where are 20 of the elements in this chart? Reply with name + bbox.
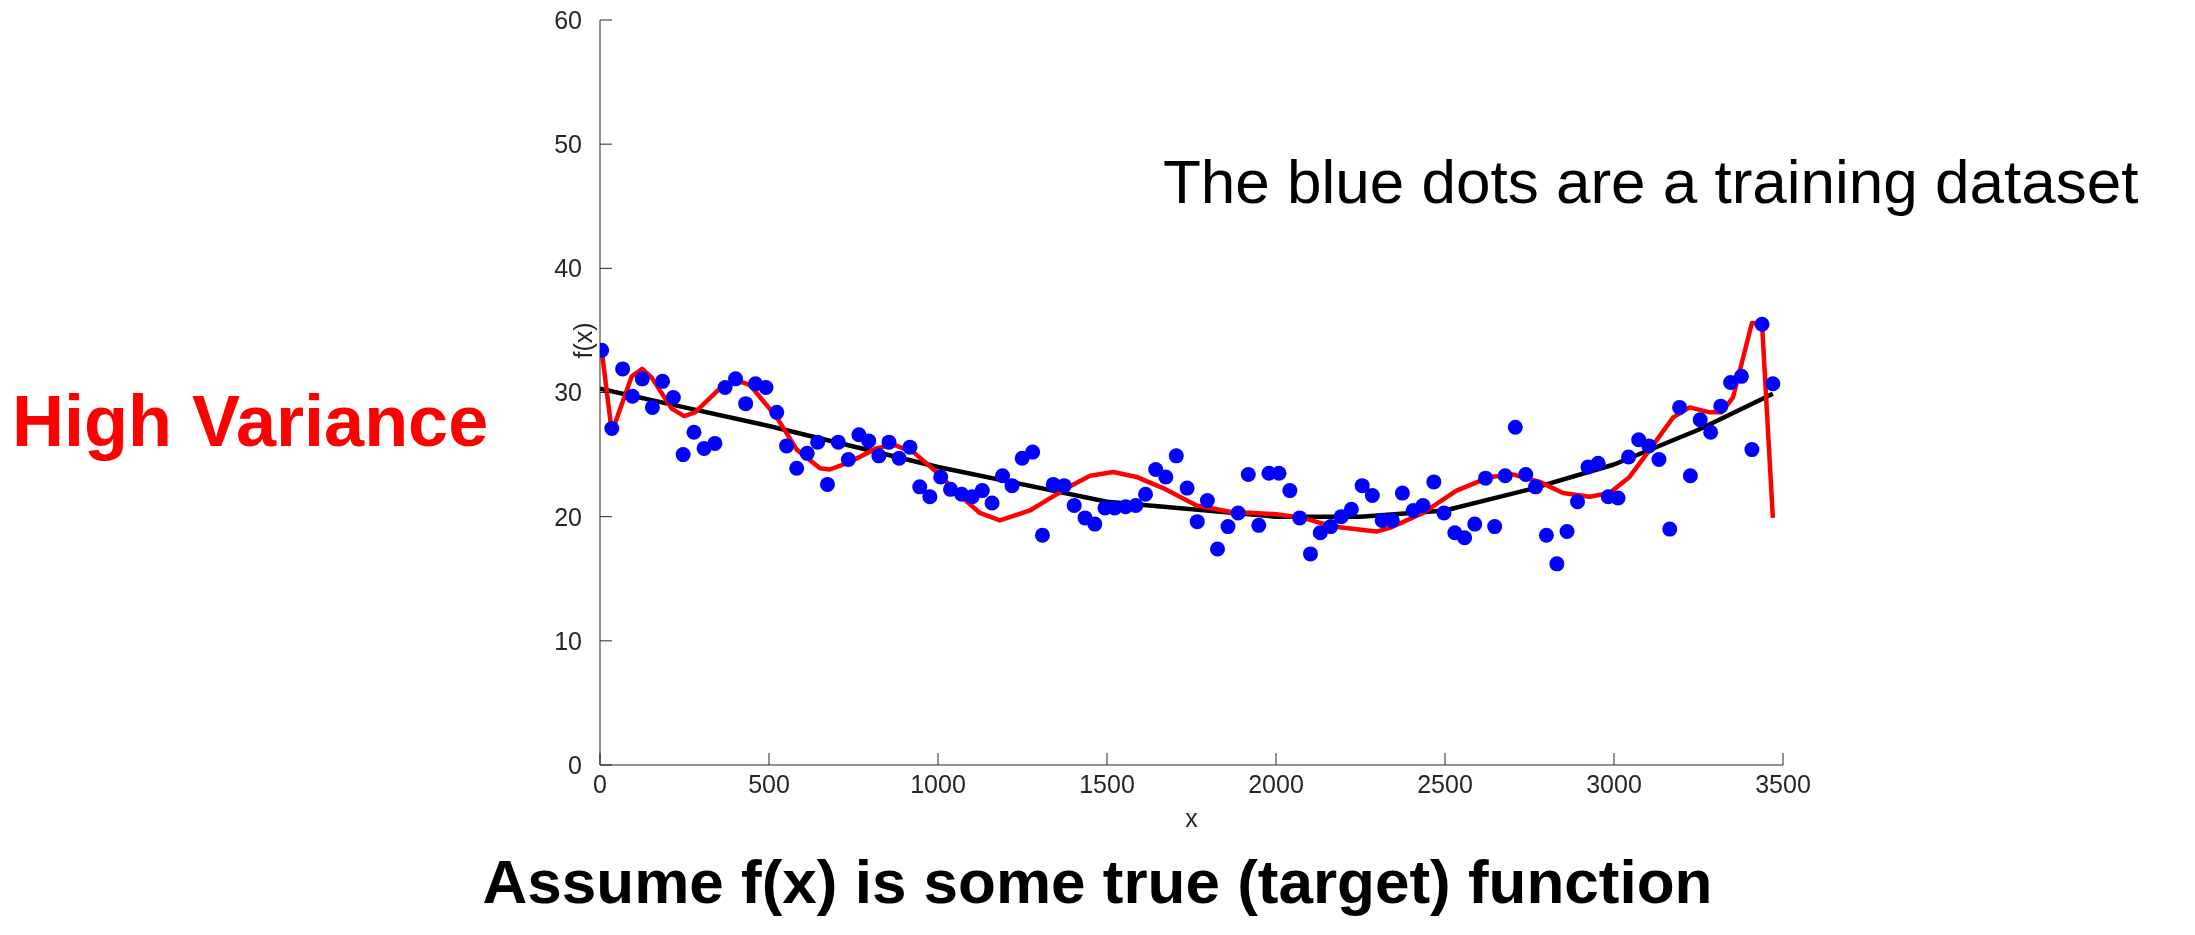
x-tick-label: 0 (593, 769, 607, 798)
x-tick-label: 3000 (1586, 769, 1642, 798)
text: Assume f(x) is some true (target) function (481, 846, 1714, 917)
y-tick-label: 50 (554, 130, 582, 159)
x-tick-label: 2000 (1248, 769, 1304, 798)
x-axis-title: x (1185, 804, 1199, 832)
y-tick-label: 20 (554, 502, 582, 531)
y-tick-label: 60 (554, 5, 582, 34)
y-axis-title: f(x) (569, 322, 597, 359)
x-tick-label: 500 (748, 769, 790, 798)
y-tick-label: 40 (554, 254, 582, 283)
x-tick-label: 1000 (910, 769, 966, 798)
annotation: The blue dots are a training dataset (1163, 146, 2139, 217)
y-tick-label: 10 (554, 626, 582, 655)
y-tick-label: 0 (568, 750, 582, 779)
x-tick-label: 3500 (1755, 769, 1811, 798)
x-tick-label: 1500 (1079, 769, 1135, 798)
y-tick-label: 30 (554, 378, 582, 407)
x-tick-label: 2500 (1417, 769, 1473, 798)
text: High Variance (12, 380, 489, 462)
